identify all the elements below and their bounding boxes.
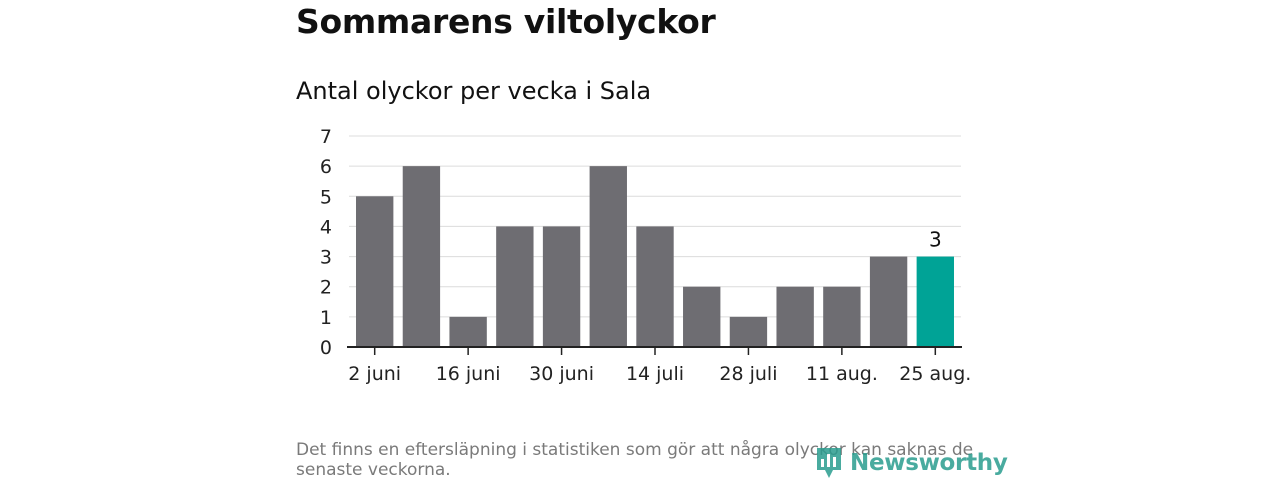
bar <box>402 166 441 347</box>
bar <box>542 226 581 347</box>
bar <box>683 286 721 347</box>
x-tick-label: 25 aug. <box>899 363 971 385</box>
bars <box>356 166 954 347</box>
y-tick-label: 4 <box>320 216 332 238</box>
bar-highlight <box>916 256 954 347</box>
data-labels: 3 <box>929 228 942 252</box>
bar <box>636 226 674 347</box>
data-label: 3 <box>929 228 942 252</box>
y-tick-label: 6 <box>320 156 332 178</box>
x-tick-label: 14 juli <box>626 363 684 385</box>
y-tick-label: 2 <box>320 277 332 299</box>
bar <box>776 286 814 347</box>
bar-chart: 0 1 2 3 4 5 6 7 2 juni 16 juni 30 juni 14 juli 28 ju… <box>320 126 971 385</box>
bar <box>589 166 627 347</box>
bar <box>356 196 394 347</box>
x-tick-label: 11 aug. <box>806 363 878 385</box>
bar <box>823 286 861 347</box>
bar <box>869 256 908 347</box>
chart-subtitle: Antal olyckor per vecka i Sala <box>296 77 652 105</box>
x-tick-label: 2 juni <box>348 363 401 385</box>
brand-name: Newsworthy <box>850 450 1008 476</box>
footnote: Det finns en eftersläpning i statistiken… <box>296 440 974 480</box>
x-tick-label: 28 juli <box>719 363 777 385</box>
y-tick-label: 7 <box>320 126 332 148</box>
axes: 0 1 2 3 4 5 6 7 2 juni 16 juni 30 juni 14 juli 28 ju… <box>320 126 971 385</box>
chart-title: Sommarens viltolyckor <box>296 2 716 41</box>
y-tick-label: 5 <box>320 186 332 208</box>
bar <box>496 226 534 347</box>
y-tick-label: 1 <box>320 307 332 329</box>
y-tick-label: 3 <box>320 247 332 269</box>
x-tick-label: 16 juni <box>436 363 501 385</box>
x-tick-label: 30 juni <box>529 363 594 385</box>
bar <box>449 316 487 347</box>
newsworthy-logo-icon <box>817 448 841 478</box>
newsworthy-logo: Newsworthy <box>814 446 1008 480</box>
y-tick-label: 0 <box>320 337 332 359</box>
bar <box>729 316 768 347</box>
